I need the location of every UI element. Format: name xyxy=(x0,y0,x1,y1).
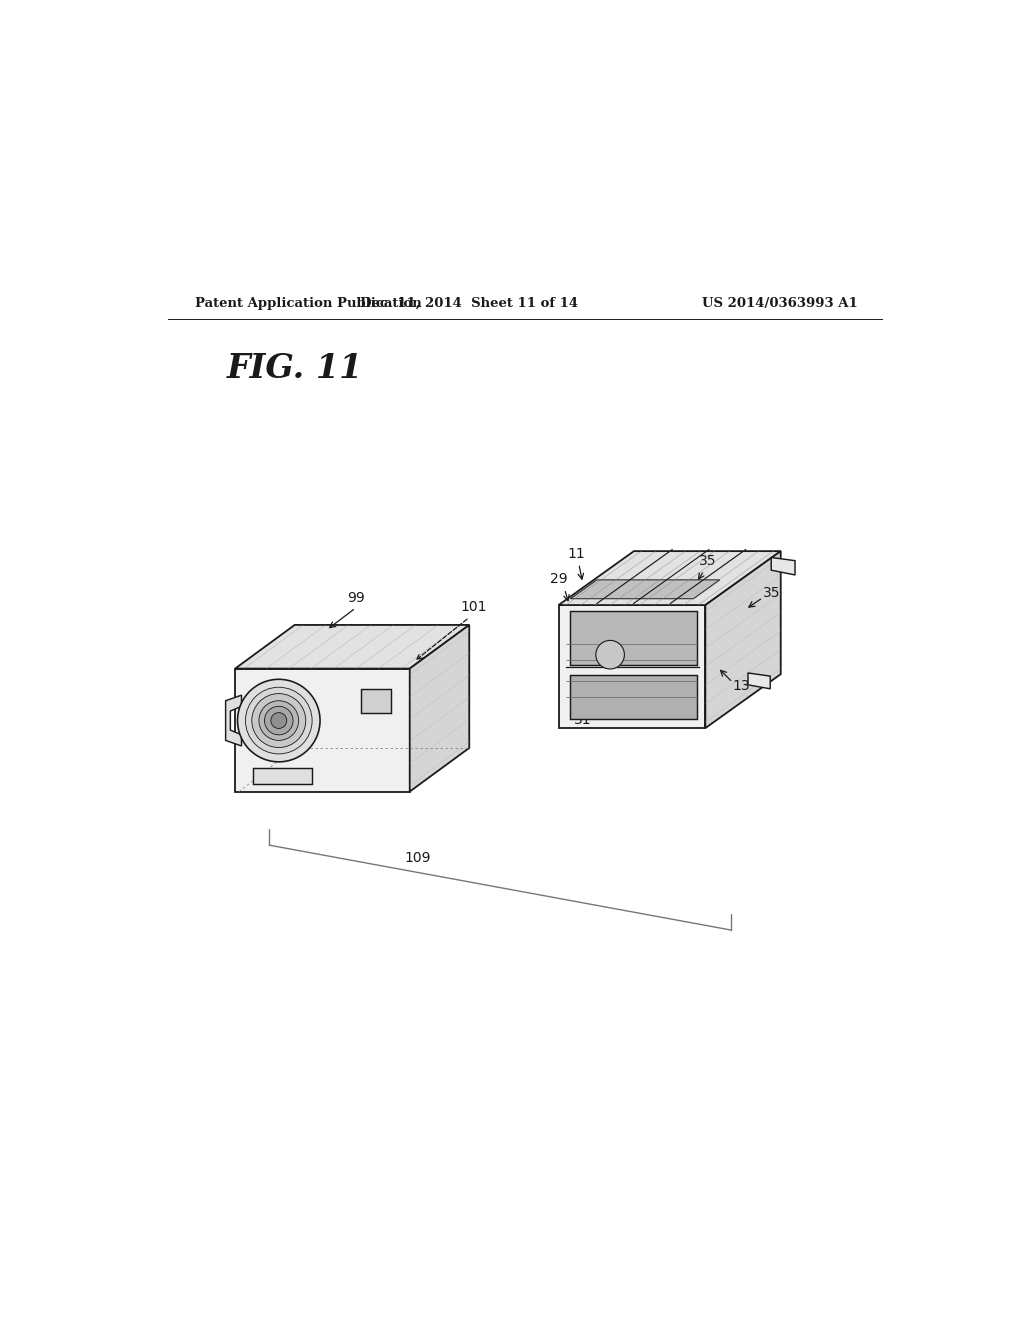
Text: 101: 101 xyxy=(460,601,486,614)
Circle shape xyxy=(238,680,321,762)
Polygon shape xyxy=(236,669,410,792)
Text: Dec. 11, 2014  Sheet 11 of 14: Dec. 11, 2014 Sheet 11 of 14 xyxy=(360,297,579,310)
Polygon shape xyxy=(570,611,697,665)
Circle shape xyxy=(596,640,625,669)
Text: 31: 31 xyxy=(573,713,592,726)
Text: FIG. 11: FIG. 11 xyxy=(227,352,364,385)
Text: 35: 35 xyxy=(763,586,780,599)
Text: 35: 35 xyxy=(698,554,716,568)
Text: US 2014/0363993 A1: US 2014/0363993 A1 xyxy=(702,297,858,310)
Polygon shape xyxy=(570,579,720,599)
Polygon shape xyxy=(558,552,780,605)
Polygon shape xyxy=(225,696,242,746)
Polygon shape xyxy=(236,624,469,669)
Circle shape xyxy=(252,693,306,747)
Text: 13: 13 xyxy=(733,678,751,693)
Text: 29: 29 xyxy=(550,572,567,586)
Polygon shape xyxy=(558,605,706,729)
Polygon shape xyxy=(360,689,391,713)
Text: Patent Application Publication: Patent Application Publication xyxy=(196,297,422,310)
Polygon shape xyxy=(706,552,780,729)
Polygon shape xyxy=(570,675,697,718)
Text: 11: 11 xyxy=(666,631,683,644)
Polygon shape xyxy=(771,557,795,576)
Polygon shape xyxy=(410,624,469,792)
Polygon shape xyxy=(748,673,770,689)
Circle shape xyxy=(270,713,287,729)
Text: 109: 109 xyxy=(404,850,431,865)
Circle shape xyxy=(264,706,293,735)
Circle shape xyxy=(246,688,312,754)
Text: 11: 11 xyxy=(567,546,586,561)
Text: 99: 99 xyxy=(347,590,365,605)
Circle shape xyxy=(259,701,299,741)
Polygon shape xyxy=(253,768,312,784)
